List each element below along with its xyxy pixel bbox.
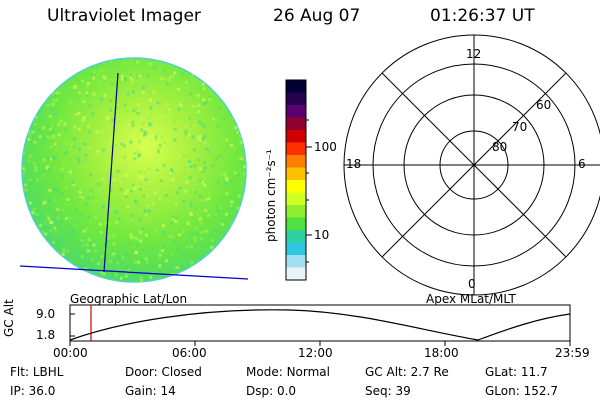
uv-image-disk [21,57,247,283]
info-ip: IP: 36.0 [10,384,56,398]
colorbar-segment [286,80,306,93]
color-scale-bar [286,80,306,281]
colorbar-segment [286,130,306,143]
colorbar-segment [286,180,306,193]
colorbar-segment [286,242,306,256]
colorbar-segment [286,117,306,131]
info-gc-alt: GC Alt: 2.7 Re [365,365,449,379]
meridian-line [103,72,119,273]
altitude-curve [69,309,571,341]
polar-grid [343,34,600,296]
mlt-label-12: 12 [466,47,482,61]
right-panel-label: Apex MLat/MLT [426,292,516,306]
mlt-label-6: 6 [578,157,586,171]
left-panel-label: Geographic Lat/Lon [70,292,188,306]
colorbar-segment [286,205,306,218]
mlat-label-60: 60 [536,98,552,112]
info-filter: Flt: LBHL [10,365,64,379]
altitude-ytick-1-8: 1.8 [36,328,56,342]
xtick-2359: 23:59 [555,346,590,360]
info-dsp: Dsp: 0.0 [246,384,297,398]
altitude-plot [69,304,571,346]
colorbar-segment [286,167,306,181]
info-gain: Gain: 14 [125,384,176,398]
mlt-label-0: 0 [468,277,476,291]
app-title: Ultraviolet Imager [47,6,201,26]
colorbar-segment [286,267,306,281]
date-readout: 26 Aug 07 [273,6,361,26]
colorbar-tick-100: 100 [314,140,337,154]
colorbar-segment [286,192,306,206]
colorbar-segment [286,155,306,168]
altitude-ytick-9: 9.0 [36,307,56,321]
colorbar-segment [286,217,306,231]
colorbar-segment [286,142,306,156]
info-door: Door: Closed [125,365,202,379]
mlt-label-18: 18 [346,157,362,171]
altitude-ylabel: GC Alt [2,299,16,337]
time-readout: 01:26:37 UT [430,6,535,26]
colorbar-segment [286,255,306,268]
xtick-1200: 12:00 [298,346,333,360]
colorbar-segment [286,230,306,243]
mlat-label-80: 80 [492,140,508,154]
mlat-label-70: 70 [512,120,528,134]
colorbar-segment [286,92,306,106]
info-mode: Mode: Normal [246,365,330,379]
info-glat: GLat: 11.7 [485,365,548,379]
info-glon: GLon: 152.7 [485,384,558,398]
colorbar-tick-10: 10 [314,228,330,242]
colorbar-unit-label: photon cm⁻²s⁻¹ [264,149,278,242]
xtick-0000: 00:00 [53,346,88,360]
xtick-0600: 06:00 [172,346,207,360]
xtick-1800: 18:00 [424,346,459,360]
horizon-track-line [19,265,249,280]
info-seq: Seq: 39 [365,384,411,398]
colorbar-segment [286,105,306,118]
